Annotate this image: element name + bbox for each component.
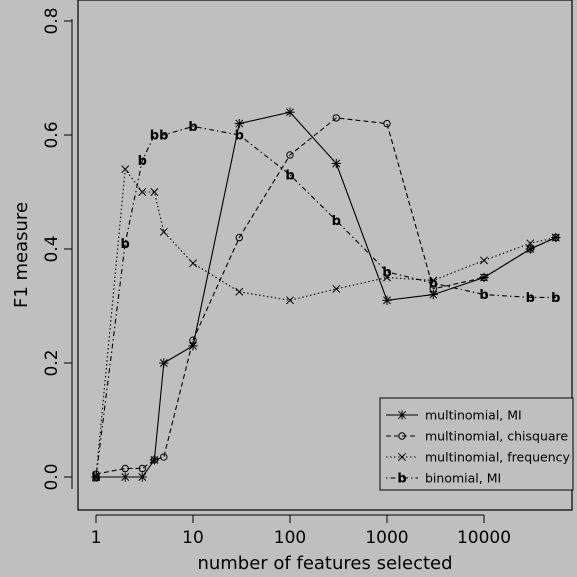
data-point	[480, 256, 488, 265]
y-tick-label: 0.4	[42, 235, 62, 262]
legend-box	[379, 397, 574, 491]
y-axis-title: F1 measure	[11, 202, 32, 308]
series-line-2	[92, 114, 560, 478]
data-point: b	[382, 265, 391, 280]
svg-text:b: b	[188, 120, 197, 135]
x-tick-label: 1000	[365, 528, 408, 548]
svg-text:b: b	[121, 237, 130, 252]
data-point: b	[121, 237, 130, 252]
data-point	[480, 273, 488, 282]
svg-text:b: b	[551, 291, 560, 306]
data-point	[120, 472, 130, 482]
legend-marker	[397, 410, 407, 420]
svg-text:b: b	[91, 471, 100, 486]
svg-text:b: b	[235, 129, 244, 144]
data-point	[286, 151, 294, 159]
data-point: b	[526, 291, 535, 306]
data-point	[331, 158, 341, 169]
legend: multinomial, MI multinomial, chisquare mul…	[379, 397, 574, 491]
data-point	[526, 239, 535, 248]
legend-label: multinomial, MI	[425, 408, 522, 423]
data-point	[551, 233, 560, 242]
legend-marker	[398, 453, 406, 461]
x-axis-title: number of features selected	[197, 553, 452, 574]
data-point	[138, 464, 146, 473]
series-path	[96, 111, 557, 478]
data-point	[150, 456, 159, 464]
svg-text:b: b	[138, 154, 147, 169]
x-tick-label: 10000	[457, 528, 511, 548]
series-path	[95, 117, 557, 475]
data-point: b	[91, 471, 100, 486]
data-point	[121, 464, 129, 473]
x-tick-label: 10	[182, 528, 204, 548]
legend-label: binomial, MI	[425, 471, 501, 486]
legend-marker: b	[397, 472, 406, 487]
series-line-3	[92, 165, 560, 481]
data-point: b	[429, 277, 438, 292]
data-point	[428, 289, 438, 300]
svg-text:b: b	[285, 168, 294, 183]
data-point: b	[479, 288, 488, 303]
data-point: b	[150, 129, 159, 144]
data-point: b	[551, 291, 560, 306]
data-point: b	[235, 129, 244, 144]
plot-frame	[77, 0, 573, 511]
svg-text:b: b	[332, 214, 341, 229]
y-axis-ticks: 0.0 0.2 0.4 0.6 0.8	[42, 7, 72, 491]
data-point	[121, 165, 130, 174]
data-point	[159, 227, 168, 236]
svg-text:b: b	[429, 277, 438, 292]
x-tick-label: 100	[274, 528, 306, 548]
y-tick-label: 0.0	[42, 463, 62, 490]
svg-text:b: b	[150, 129, 159, 144]
y-tick-label: 0.8	[42, 7, 62, 34]
data-point	[552, 233, 560, 242]
x-tick-label: 1	[91, 528, 102, 548]
data-point	[383, 119, 391, 128]
data-point	[137, 472, 147, 482]
data-point	[189, 259, 197, 268]
legend-label: multinomial, frequency	[425, 450, 571, 465]
svg-text:b: b	[159, 129, 168, 144]
data-point	[235, 233, 243, 242]
data-point	[189, 336, 197, 344]
data-point: b	[285, 168, 294, 183]
data-point	[382, 295, 392, 305]
data-point	[188, 341, 198, 351]
data-point	[150, 188, 159, 196]
data-point: b	[188, 120, 197, 135]
data-point: b	[138, 154, 147, 169]
x-axis-ticks: 1 10 100 1000 10000	[91, 515, 511, 548]
data-point	[526, 245, 534, 253]
data-point	[235, 287, 244, 296]
svg-text:b: b	[382, 265, 391, 280]
data-point	[285, 107, 295, 117]
data-point: b	[332, 214, 341, 229]
svg-text:b: b	[397, 472, 406, 487]
legend-label: multinomial, chisquare	[425, 429, 568, 444]
data-point	[429, 285, 437, 293]
data-point: b	[159, 129, 168, 144]
svg-text:b: b	[526, 291, 535, 306]
data-point	[332, 284, 341, 293]
svg-text:b: b	[479, 288, 488, 303]
data-point	[286, 296, 294, 305]
y-tick-label: 0.2	[42, 349, 62, 376]
data-point	[138, 188, 147, 196]
y-tick-label: 0.6	[42, 121, 62, 148]
data-point	[383, 273, 391, 282]
data-point	[159, 358, 169, 368]
data-point	[332, 114, 340, 122]
data-point	[160, 453, 168, 461]
data-point	[234, 118, 244, 129]
series-path	[95, 125, 556, 478]
legend-marker	[398, 432, 406, 440]
